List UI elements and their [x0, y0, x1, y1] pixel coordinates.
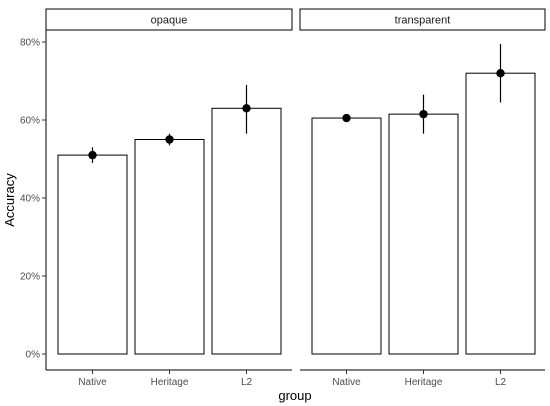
y-axis: 0% 20% 40% 60% 80% [20, 30, 47, 370]
x-tick-label: Native [332, 377, 361, 388]
mean-point [496, 69, 505, 78]
y-tick-label: 60% [20, 116, 40, 127]
facet-strip-label: transparent [395, 15, 451, 27]
mean-point [242, 104, 251, 113]
facet-strip-label: opaque [151, 15, 188, 27]
y-tick-label: 40% [20, 194, 40, 205]
x-tick-label: Heritage [405, 377, 443, 388]
y-tick-label: 0% [26, 350, 41, 361]
mean-point [342, 113, 351, 123]
y-tick-label: 80% [20, 38, 40, 49]
panels-layer: opaque Native Heritage L2 transparent Native H… [45, 8, 546, 388]
mean-point [419, 109, 428, 119]
x-axis-title: group [278, 388, 311, 403]
y-axis-title: Accuracy [2, 173, 17, 227]
bar [388, 113, 459, 355]
bar [311, 117, 382, 355]
bar [211, 107, 282, 355]
x-tick-label: Heritage [151, 377, 189, 388]
mean-point [88, 150, 97, 160]
y-tick-label: 20% [20, 272, 40, 283]
facet-strip [45, 8, 293, 31]
bar [134, 139, 205, 355]
x-tick-label: L2 [495, 377, 507, 388]
mean-point [165, 135, 174, 144]
bar [57, 154, 128, 355]
x-tick-label: L2 [241, 377, 253, 388]
facet-panel-opaque: opaque Native Heritage L2 [45, 8, 293, 388]
x-tick-label: Native [78, 377, 107, 388]
facet-panel-transparent: transparent Native Heritage L2 [299, 8, 546, 388]
bar [465, 72, 536, 355]
facet-strip [299, 8, 546, 31]
